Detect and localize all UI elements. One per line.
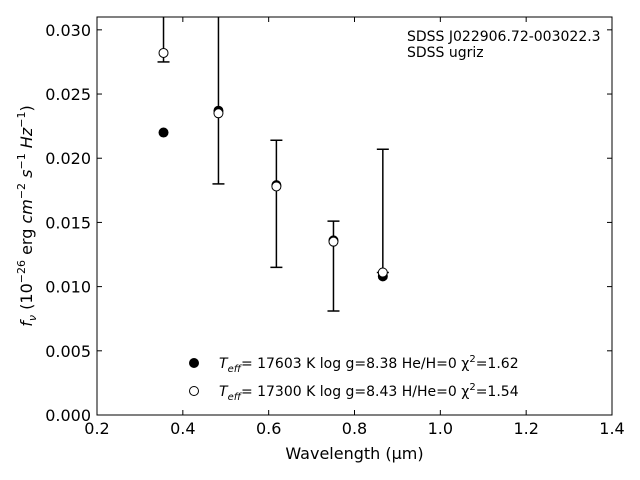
legend-marker-open (189, 386, 199, 396)
legend-entry-model-2: Teff= 17300 K log g=8.43 H/He=0 χ2=1.54 (219, 382, 519, 403)
legend-marker-filled (189, 358, 199, 368)
point-model-open (328, 236, 339, 247)
x-tick-label: 0.2 (84, 419, 109, 438)
annotation-object-name: SDSS J022906.72-003022.3 (407, 29, 601, 45)
x-tick-label: 0.6 (256, 419, 281, 438)
point-model-open (213, 108, 224, 119)
y-tick-label: 0.020 (45, 149, 91, 168)
point-model-filled (158, 127, 169, 138)
y-axis-title: fν (10−26 erg cm−2 s−1 Hz−1) (15, 105, 39, 326)
x-tick-label: 0.4 (170, 419, 195, 438)
x-tick-label: 1.2 (513, 419, 538, 438)
y-tick-label: 0.030 (45, 21, 91, 40)
annotation-survey: SDSS ugriz (407, 45, 484, 61)
legend-entry-model-1: Teff= 17603 K log g=8.38 He/H=0 χ2=1.62 (219, 354, 519, 375)
y-tick-label: 0.000 (45, 406, 91, 425)
y-tick-label: 0.015 (45, 213, 91, 232)
point-model-open (377, 267, 388, 278)
point-model-open (158, 47, 169, 58)
ticks-layer: 0.2 0.4 0.6 0.8 1.0 1.2 1.4 0.000 0.005 0.010 0.01… (45, 17, 625, 438)
y-tick-label: 0.025 (45, 85, 91, 104)
x-tick-label: 0.8 (342, 419, 367, 438)
y-tick-label: 0.005 (45, 342, 91, 361)
x-axis-title: Wavelength (μm) (285, 444, 423, 463)
points-layer (158, 47, 388, 282)
point-model-open (271, 181, 282, 192)
x-tick-label: 1.4 (599, 419, 624, 438)
x-tick-label: 1.0 (428, 419, 453, 438)
legend: Teff= 17603 K log g=8.38 He/H=0 χ2=1.62 … (189, 354, 519, 403)
errorbars-layer (157, 17, 389, 312)
y-tick-label: 0.010 (45, 278, 91, 297)
plot-frame (96, 16, 613, 416)
